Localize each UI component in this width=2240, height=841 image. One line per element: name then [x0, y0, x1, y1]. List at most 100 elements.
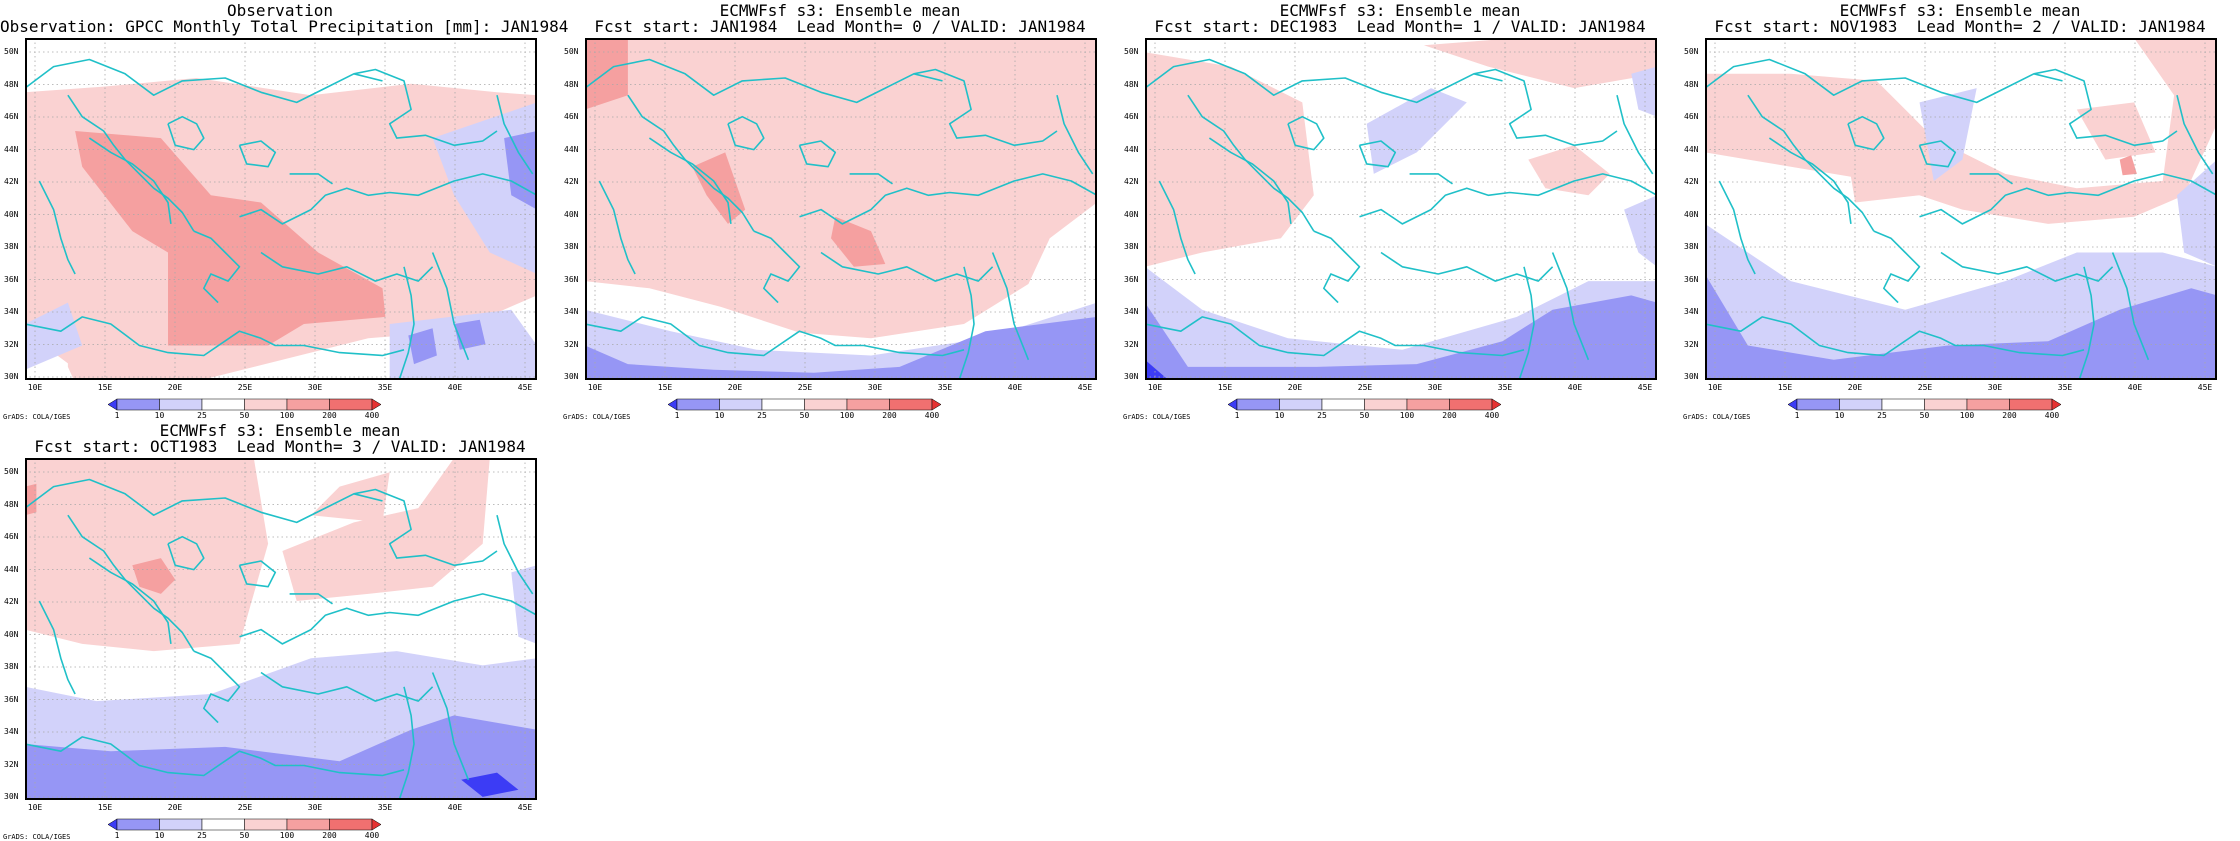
shaded-region: [585, 38, 1097, 339]
longitude-tick-label: 45E: [2197, 383, 2213, 392]
coastline: [496, 515, 534, 595]
latitude-tick-label: 30N: [4, 372, 19, 381]
latitude-tick-label: 42N: [564, 177, 579, 186]
panel-title: ECMWFsf s3: Ensemble mean: [159, 421, 401, 440]
coastline: [1313, 230, 1361, 304]
coastline: [1873, 230, 1921, 304]
latitude-tick-label: 38N: [564, 242, 579, 251]
longitude-tick-label: 25E: [797, 383, 813, 392]
latitude-tick-label: 34N: [1124, 307, 1139, 316]
coastline: [991, 252, 1030, 361]
grads-credit: GrADS: COLA/IGES: [1683, 413, 1751, 421]
map-panel-lead3: ECMWFsf s3: Ensemble mean Fcst start: OCT…: [0, 420, 560, 841]
colorbar: [1788, 398, 2062, 411]
shaded-region: [1840, 116, 1920, 203]
panel-subtitle: Fcst start: NOV1983 Lead Month= 2 / VALI…: [1714, 17, 2206, 36]
map-frame: [585, 38, 1097, 380]
map-panel-lead1: ECMWFsf s3: Ensemble mean Fcst start: DEC…: [1120, 0, 1680, 421]
map-area: [1145, 38, 1657, 380]
colorbar-swatch: [676, 398, 720, 411]
longitude-tick-label: 15E: [1217, 383, 1233, 392]
colorbar-label: 200: [322, 831, 337, 840]
colorbar: [108, 818, 382, 831]
shaded-region: [1145, 359, 1167, 379]
colorbar-label: 10: [714, 411, 725, 420]
latitude-tick-label: 50N: [4, 47, 19, 56]
coastline: [1718, 180, 1756, 275]
colorbar-swatch: [761, 398, 805, 411]
shaded-region: [132, 558, 176, 594]
colorbar-label: 1: [114, 831, 120, 840]
coastline: [1358, 140, 1397, 168]
colorbar-swatch: [2009, 398, 2053, 411]
latitude-tick-label: 44N: [4, 564, 19, 574]
longitude-tick-label: 10E: [27, 803, 43, 812]
shaded-region: [511, 565, 537, 644]
coastline: [1768, 137, 1852, 225]
coastline: [2176, 95, 2214, 175]
longitude-tick-label: 30E: [1987, 383, 2003, 392]
coastline: [238, 140, 277, 168]
longitude-tick-label: 10E: [1147, 383, 1163, 392]
colorbar-label: 200: [882, 411, 897, 420]
coastline: [1847, 115, 1885, 151]
longitude-tick-label: 30E: [307, 803, 323, 812]
coastline: [2033, 68, 2178, 147]
colorbar-label: 400: [364, 831, 380, 840]
panel-subtitle: Fcst start: OCT1983 Lead Month= 3 / VALI…: [34, 437, 526, 456]
colorbar-swatch: [159, 398, 203, 411]
shaded-region: [1624, 195, 1657, 267]
shaded-region: [25, 458, 269, 652]
colorbar-label: 100: [1959, 411, 1975, 420]
coastline: [598, 180, 636, 275]
longitude-tick-label: 15E: [1777, 383, 1793, 392]
colorbar-label: 200: [322, 411, 337, 420]
longitude-tick-label: 15E: [657, 383, 673, 392]
colorbar-label: 10: [1274, 411, 1285, 420]
colorbar-swatch: [1279, 398, 1323, 411]
colorbar-label: 50: [799, 411, 810, 420]
latitude-tick-label: 40N: [1684, 209, 1699, 219]
latitude-tick-label: 34N: [4, 727, 19, 736]
coastline: [799, 173, 1097, 225]
coastline: [25, 736, 405, 777]
latitude-tick-label: 32N: [4, 759, 19, 769]
coastline: [1380, 251, 1554, 282]
longitude-tick-label: 25E: [237, 383, 253, 392]
shaded-region: [67, 341, 168, 380]
map-frame: [1705, 38, 2217, 380]
colorbar-swatch: [804, 398, 848, 411]
longitude-tick-label: 45E: [517, 803, 533, 812]
colorbar-swatch: [329, 398, 373, 411]
longitude-tick-label: 20E: [1287, 383, 1303, 392]
longitude-tick-label: 30E: [1427, 383, 1443, 392]
colorbar-swatch: [1881, 398, 1925, 411]
latitude-tick-label: 32N: [564, 339, 579, 349]
panel-subtitle: Fcst start: JAN1984 Lead Month= 0 / VALI…: [594, 17, 1086, 36]
shaded-region: [1919, 88, 1977, 181]
latitude-tick-label: 38N: [1124, 242, 1139, 251]
longitude-tick-label: 20E: [167, 383, 183, 392]
coastline: [1616, 95, 1654, 175]
colorbar-swatch: [201, 818, 245, 831]
latitude-tick-label: 30N: [1684, 372, 1699, 381]
colorbar-swatch: [244, 398, 288, 411]
grads-credit: GrADS: COLA/IGES: [1123, 413, 1191, 421]
colorbar-swatch: [371, 398, 382, 411]
panel-subtitle: Observation: GPCC Monthly Total Precipit…: [0, 17, 569, 36]
coastline: [88, 137, 172, 225]
colorbar-swatch: [2051, 398, 2062, 411]
coastline: [1705, 58, 2063, 104]
map-panel-lead2: ECMWFsf s3: Ensemble mean Fcst start: NOV…: [1680, 0, 2240, 421]
coastline: [1208, 137, 1292, 225]
colorbar-label: 400: [364, 411, 380, 420]
shaded-region: [461, 772, 519, 797]
latitude-tick-label: 38N: [4, 662, 19, 671]
colorbar: [1228, 398, 1502, 411]
shaded-region: [585, 316, 1097, 379]
coastline: [67, 94, 195, 232]
precipitation-map: [25, 458, 537, 800]
colorbar-label: 25: [1317, 411, 1327, 420]
map-area: [25, 458, 537, 800]
latitude-tick-label: 50N: [4, 467, 19, 476]
